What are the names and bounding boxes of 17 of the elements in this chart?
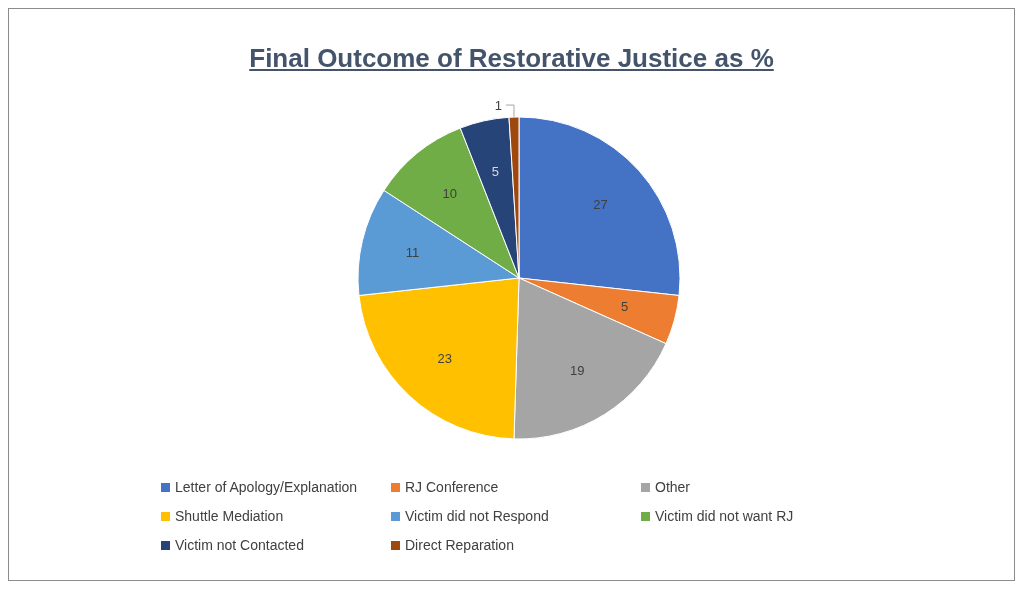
chart-title: Final Outcome of Restorative Justice as % (248, 43, 775, 74)
legend-label: Shuttle Mediation (175, 508, 284, 524)
data-label: 10 (442, 185, 458, 201)
data-label: 5 (491, 163, 499, 179)
data-label: 19 (569, 363, 585, 379)
data-label: 5 (621, 299, 629, 315)
data-label: 27 (593, 197, 608, 213)
legend-label: Victim not Contacted (175, 537, 304, 553)
legend-label: Victim did not want RJ (655, 508, 794, 524)
data-label: 23 (437, 350, 452, 366)
data-label: 1 (494, 97, 502, 113)
legend-label: Other (655, 479, 691, 495)
legend-label: RJ Conference (405, 479, 499, 495)
data-label: 11 (405, 245, 420, 261)
legend-label: Direct Reparation (405, 537, 514, 553)
legend-label: Letter of Apology/Explanation (175, 479, 358, 495)
legend-label: Victim did not Respond (405, 508, 549, 524)
